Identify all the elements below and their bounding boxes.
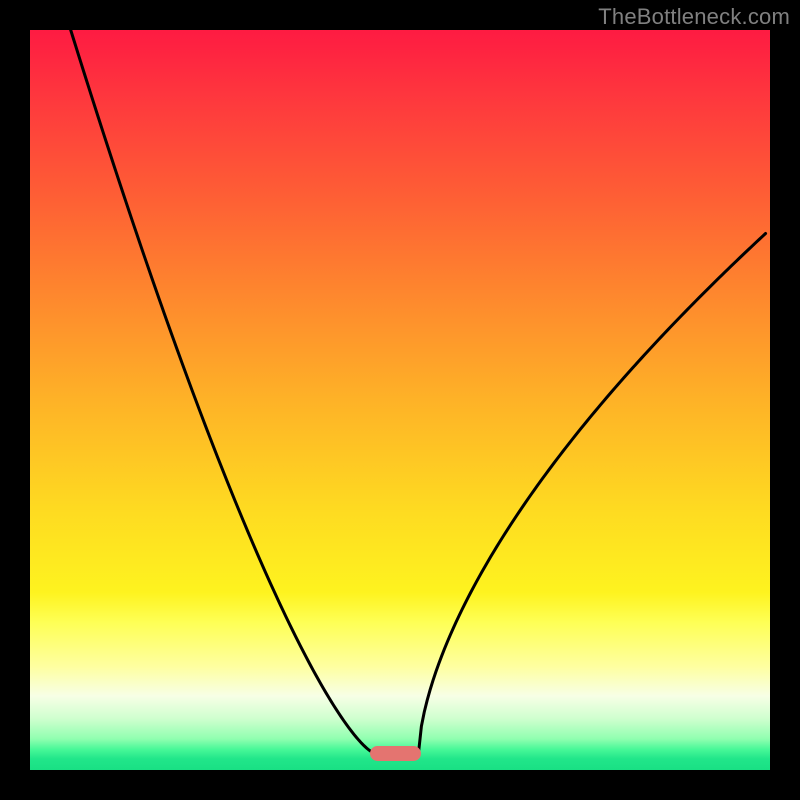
chart-container: TheBottleneck.com xyxy=(0,0,800,800)
right-curve xyxy=(419,234,766,753)
left-curve xyxy=(71,30,374,753)
watermark-text: TheBottleneck.com xyxy=(598,4,790,30)
curves-layer xyxy=(30,30,770,770)
bottom-marker xyxy=(370,746,420,762)
plot-area xyxy=(30,30,770,770)
